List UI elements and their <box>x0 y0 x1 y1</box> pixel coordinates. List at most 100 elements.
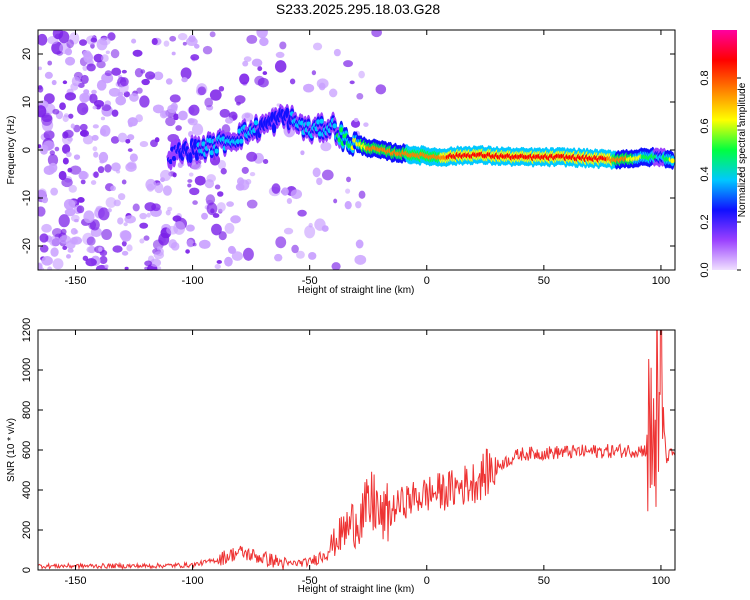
y-tick-label: 20 <box>21 48 33 60</box>
spectrogram-noise-blob <box>161 110 169 118</box>
spectrogram-noise-blob <box>187 118 195 124</box>
spectrogram-noise-blob <box>83 52 94 63</box>
spectrogram-noise-blob <box>358 70 365 79</box>
snr-series-line <box>38 330 675 570</box>
snr-y-label: SNR (10 * v/v) <box>6 418 17 482</box>
spectrogram-noise-blob <box>62 245 68 251</box>
x-tick-label: 0 <box>424 275 430 287</box>
spectrogram-noise-blob <box>77 197 85 203</box>
spectrogram-noise-blob <box>290 189 303 200</box>
colorbar-label: Normalized spectral amplitude <box>737 82 748 217</box>
spectrogram-noise-blob <box>242 60 249 67</box>
spectrogram-noise-blob <box>104 70 112 77</box>
spectrogram-noise-blob <box>76 102 89 116</box>
x-tick-label: -100 <box>182 575 204 587</box>
spectrogram-noise-blob <box>231 251 243 261</box>
spectrogram-noise-blob <box>217 159 227 170</box>
spectrogram-noise-blob <box>170 242 180 251</box>
spectrogram-noise-blob <box>245 178 252 185</box>
spectrogram-noise-blob <box>121 69 127 74</box>
spectrogram-noise-blob <box>209 31 216 38</box>
spectrogram-noise-blob <box>43 93 55 104</box>
spectrogram-noise-blob <box>216 202 226 212</box>
spectrogram-noise-blob <box>144 266 149 270</box>
spectrogram-noise-blob <box>70 123 75 129</box>
snr-panel: -150 -100 -50 0 50 100 020040060080010001200 … <box>6 318 676 595</box>
spectrogram-noise-blob <box>139 212 148 220</box>
spectrogram-noise-blob <box>123 222 128 227</box>
spectrogram-noise-blob <box>345 188 351 194</box>
spectrogram-noise-blob <box>104 264 109 269</box>
spectrogram-marks <box>38 30 675 270</box>
spectrogram-noise-blob <box>143 235 150 241</box>
spectrogram-noise-blob <box>257 66 263 72</box>
spectrogram-noise-blob <box>140 69 146 74</box>
spectrogram-noise-blob <box>224 117 234 124</box>
spectrogram-noise-blob <box>216 259 222 264</box>
y-tick-label: 400 <box>21 481 33 499</box>
spectrogram-noise-blob <box>186 239 194 248</box>
y-tick-label: -20 <box>21 238 33 254</box>
spectrogram-noise-blob <box>47 60 53 66</box>
y-tick-label: 0 <box>21 567 33 573</box>
spectrogram-noise-blob <box>54 146 60 152</box>
spectrogram-noise-blob <box>312 167 321 178</box>
spectrogram-noise-blob <box>80 179 86 185</box>
spectrogram-noise-blob <box>41 196 49 204</box>
spectrogram-noise-blob <box>110 185 116 192</box>
y-tick-label: 600 <box>21 441 33 459</box>
spectrogram-ridge-cell <box>214 148 219 154</box>
spectrogram-noise-blob <box>91 89 97 95</box>
spectrogram-noise-blob <box>121 240 127 247</box>
spectrogram-noise-blob <box>96 38 108 51</box>
spectrogram-noise-blob <box>66 39 74 49</box>
spectrogram-noise-blob <box>132 49 143 57</box>
spectrogram-noise-blob <box>59 102 66 111</box>
chart-title: S233.2025.295.18.03.G28 <box>276 1 440 17</box>
spectrogram-noise-blob <box>50 187 59 196</box>
x-tick-label: 50 <box>538 575 550 587</box>
spectrogram-ridge-cell <box>188 154 193 161</box>
spectrogram-noise-blob <box>135 114 143 123</box>
spectrogram-noise-blob <box>117 193 126 201</box>
spectrogram-noise-blob <box>145 71 156 80</box>
spectrogram-noise-blob <box>300 150 305 156</box>
spectrogram-noise-blob <box>52 258 64 270</box>
spectrogram-noise-blob <box>375 84 387 95</box>
spectrogram-noise-blob <box>194 175 206 186</box>
spectrogram-noise-blob <box>188 35 196 43</box>
spectrogram-noise-blob <box>256 30 268 39</box>
spectrogram-noise-blob <box>105 197 117 208</box>
spectrogram-noise-blob <box>188 104 200 116</box>
spectrogram-noise-blob <box>202 45 213 55</box>
spectrogram-noise-blob <box>187 183 192 188</box>
spectrogram-noise-blob <box>185 224 195 232</box>
spectrogram-noise-blob <box>312 42 323 51</box>
spectrogram-noise-blob <box>82 134 94 145</box>
spectrogram-noise-blob <box>78 170 88 181</box>
spectrogram-noise-blob <box>224 256 233 267</box>
spectrogram-noise-blob <box>111 162 121 172</box>
spectrogram-noise-blob <box>274 60 287 73</box>
colorbar-tick-label: 0.8 <box>699 70 711 85</box>
spectrogram-noise-blob <box>275 51 285 59</box>
spectrogram-noise-blob <box>329 88 338 98</box>
spectrogram-noise-blob <box>318 82 326 91</box>
spectrogram-noise-blob <box>127 161 137 170</box>
spectrogram-noise-blob <box>271 183 281 194</box>
spectrogram-noise-blob <box>331 262 341 270</box>
spectrogram-noise-blob <box>129 153 138 162</box>
spectrogram-noise-blob <box>220 168 227 175</box>
spectrogram-noise-blob <box>64 48 73 56</box>
spectrogram-noise-blob <box>169 94 181 103</box>
spectrogram-noise-blob <box>314 218 326 231</box>
colorbar-gradient <box>712 30 737 270</box>
x-tick-label: 100 <box>652 275 670 287</box>
spectrogram-noise-blob <box>115 95 127 106</box>
spectrogram-noise-blob <box>156 246 162 251</box>
spectrogram-noise-blob <box>110 136 120 144</box>
spectrogram-noise-blob <box>79 39 88 46</box>
spectrogram-noise-blob <box>139 238 145 244</box>
spectrogram-noise-blob <box>344 200 352 210</box>
spectrogram-noise-blob <box>91 134 99 141</box>
